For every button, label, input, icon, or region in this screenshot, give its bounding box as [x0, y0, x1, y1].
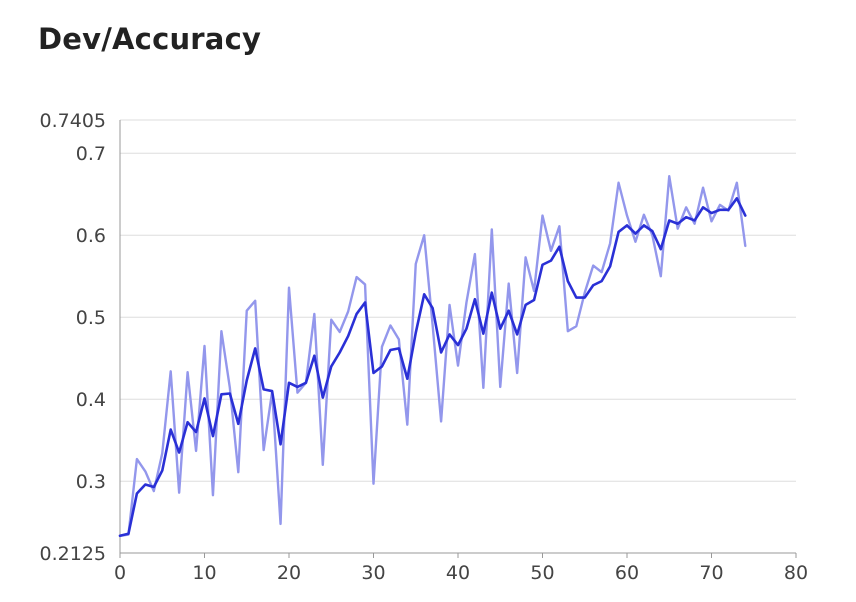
y-tick-label: 0.4 — [76, 389, 106, 411]
y-tick-label: 0.7 — [76, 143, 106, 165]
y-tick-label: 0.7405 — [40, 110, 106, 132]
chart-title: Dev/Accuracy — [38, 22, 262, 56]
tick-labels: 0.2125 0.3 0.4 0.5 0.6 0.7 0.7405 0 10 20 30 40 50 60… — [40, 110, 809, 584]
x-tick-label: 30 — [361, 562, 385, 584]
x-tick-label: 10 — [192, 562, 216, 584]
y-tick-label: 0.3 — [76, 471, 106, 493]
y-tick-label: 0.2125 — [40, 543, 106, 565]
y-tick-label: 0.5 — [76, 307, 106, 329]
y-tick-label: 0.6 — [76, 225, 106, 247]
raw-series-line — [118, 174, 747, 537]
x-tick-label: 70 — [699, 562, 723, 584]
series-lines — [118, 174, 747, 538]
x-tick-label: 20 — [277, 562, 301, 584]
axes — [119, 120, 797, 558]
x-tick-label: 40 — [446, 562, 470, 584]
x-tick-label: 60 — [615, 562, 639, 584]
x-tick-label: 0 — [114, 562, 126, 584]
smoothed-series-line — [118, 197, 747, 538]
x-tick-label: 80 — [784, 562, 808, 584]
x-tick-label: 50 — [530, 562, 554, 584]
